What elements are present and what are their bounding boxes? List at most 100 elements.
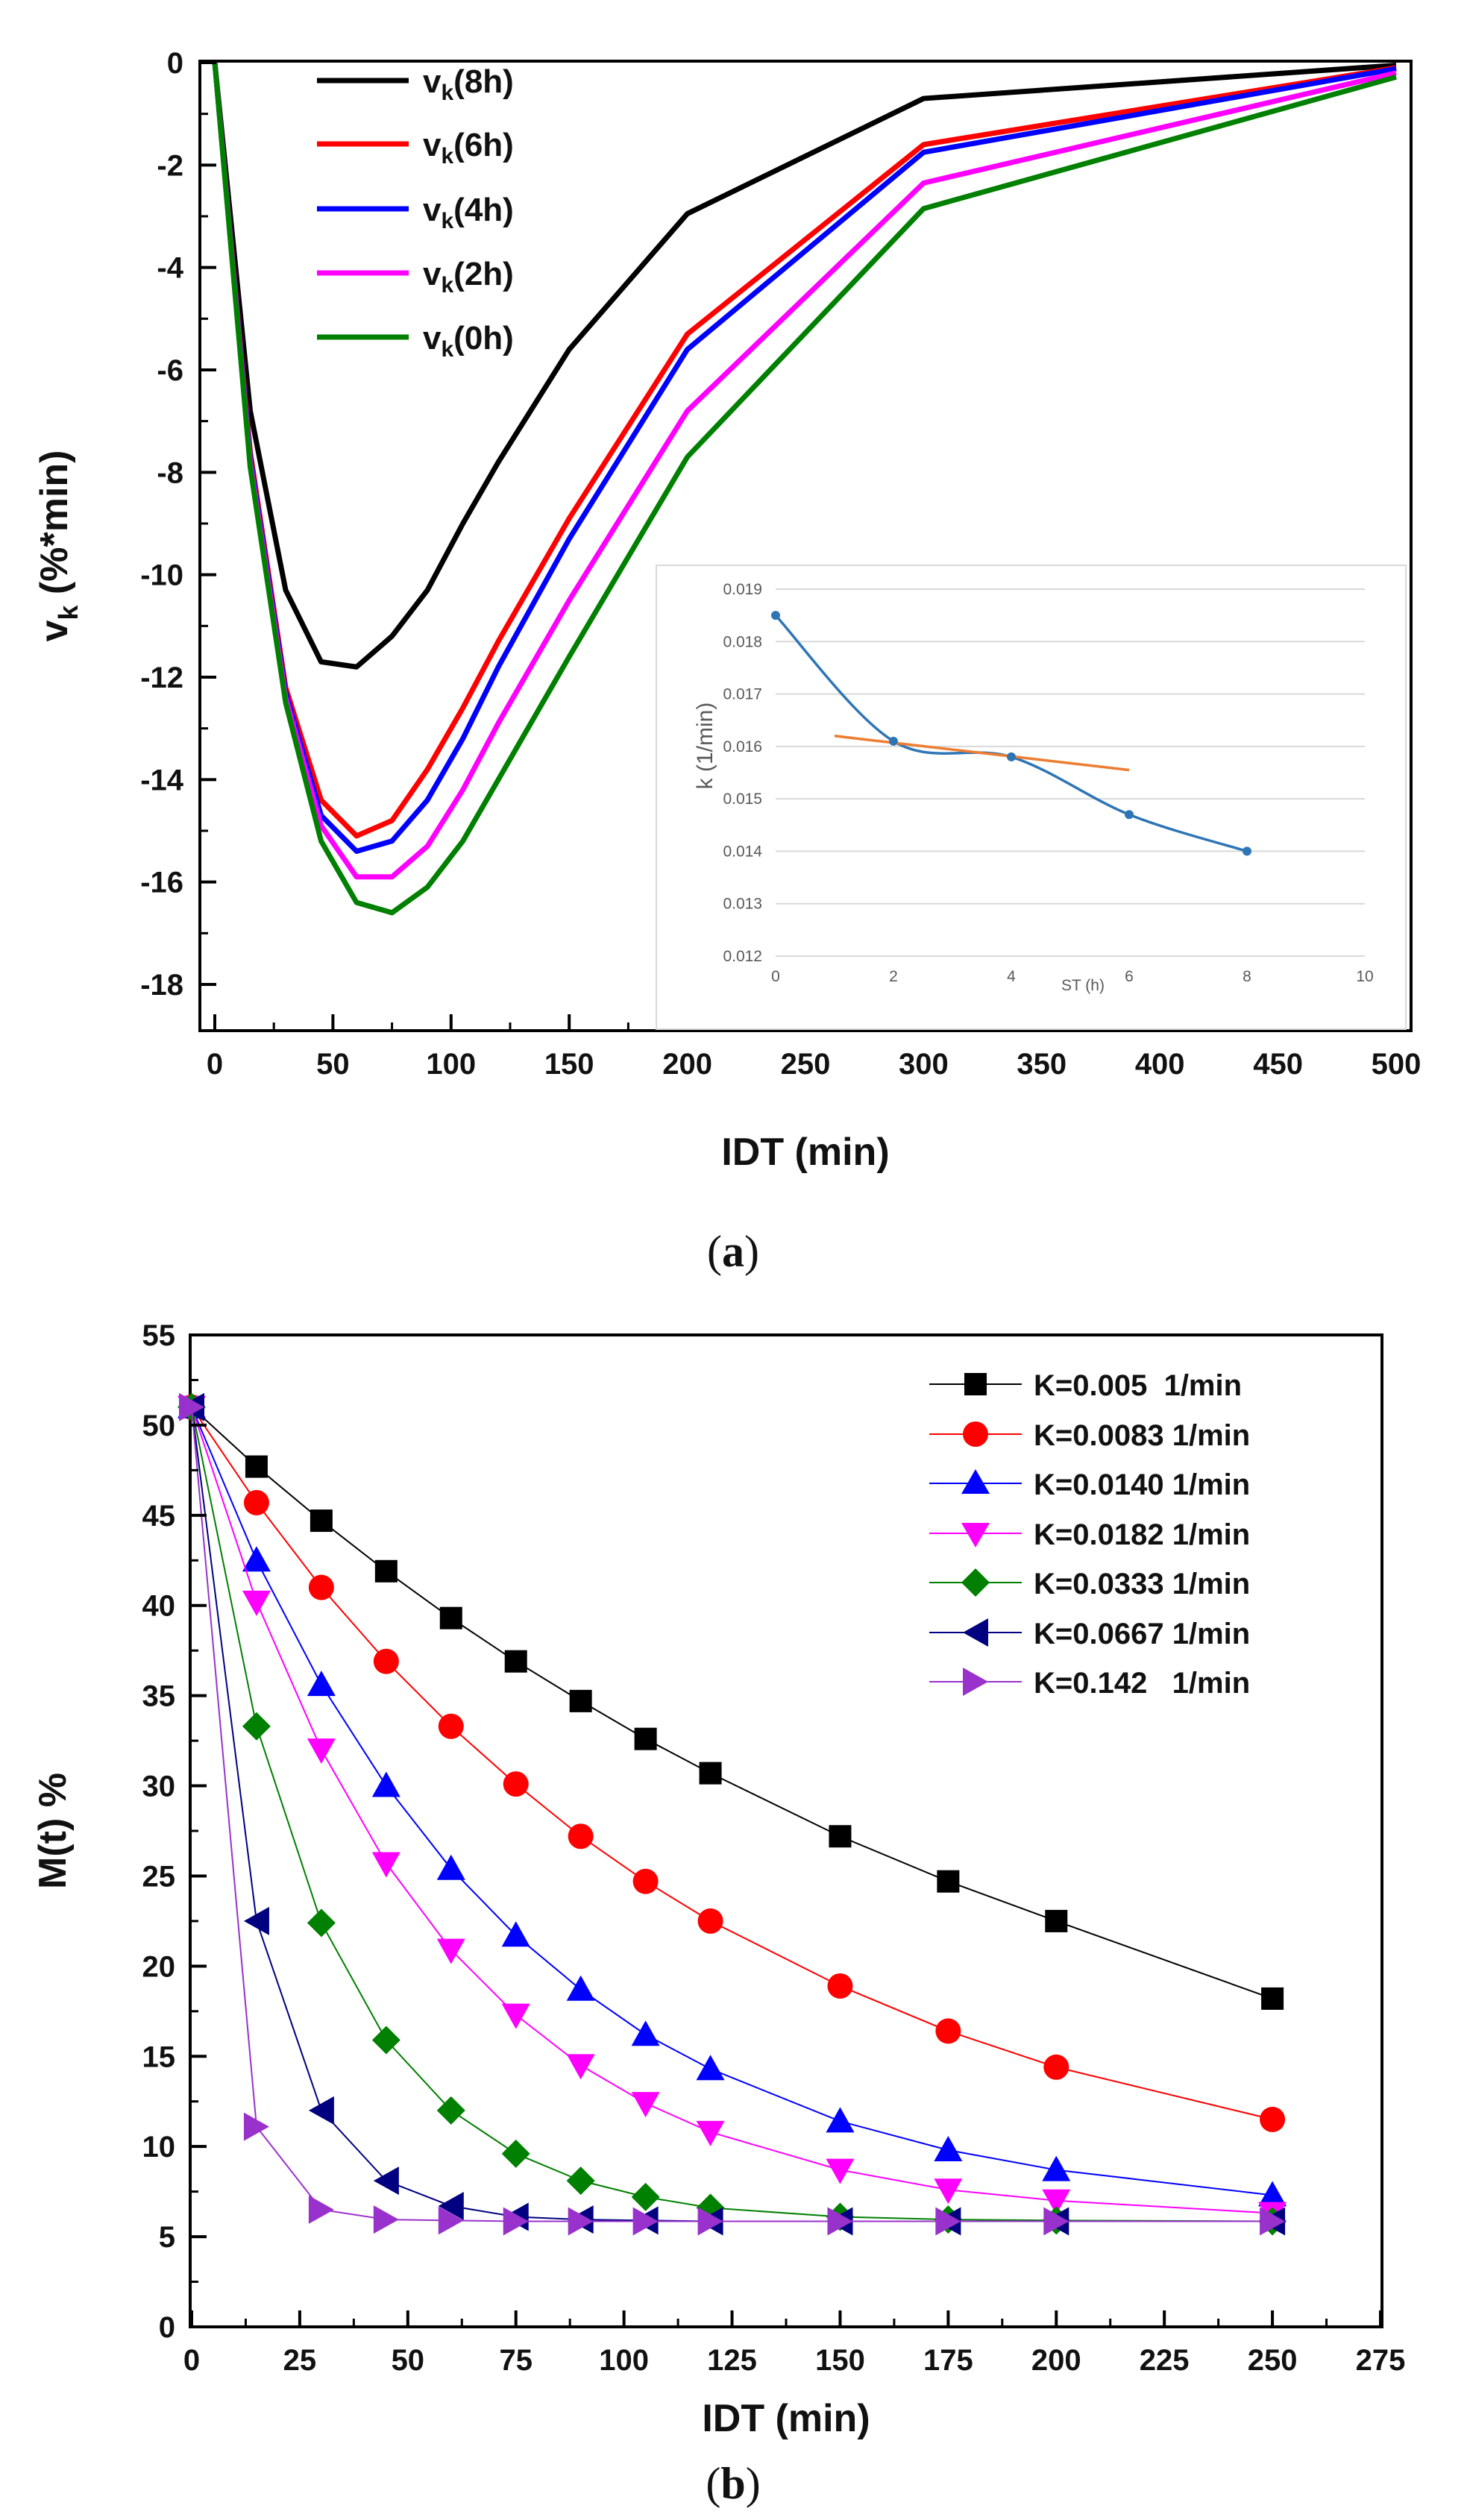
panel-a-legend: vk(8h) vk(6h) vk(4h) vk(2h) vk(0h) [317,63,514,362]
y-tick-label: -10 [140,559,183,592]
inset-y-tick-label: 0.013 [723,896,762,913]
legend-b-marker [964,1373,987,1395]
inset-data-point [1125,810,1134,820]
data-point [631,2092,660,2118]
data-point [696,2120,725,2146]
inset-data-point [889,736,898,746]
data-point [699,1762,722,1785]
data-point [503,1771,529,1797]
data-point [438,1713,464,1739]
series-group [179,1392,1286,2236]
y-tick-label: 5 [159,2221,175,2254]
data-point [504,1650,527,1673]
data-point [1261,1987,1284,2010]
data-point [243,1906,269,1935]
data-point [438,2191,464,2220]
data-point [243,2112,269,2141]
data-point [307,1671,336,1697]
x-tick-label: 100 [426,1048,476,1081]
y-tick-label: -8 [157,456,183,489]
x-tick-label: 250 [1248,2344,1298,2377]
inset-y-tick-label: 0.015 [723,791,762,808]
svg-text:K=0.0083 1/min: K=0.0083 1/min [1034,1419,1250,1452]
x-tick-label: 250 [781,1048,831,1081]
y-tick-label: 10 [142,2131,176,2164]
x-tick-label: 300 [899,1048,949,1081]
svg-text:K=0.0333 1/min: K=0.0333 1/min [1034,1568,1250,1600]
data-point [1042,2155,1071,2181]
x-tick-label: 400 [1135,1048,1185,1081]
inset-y-tick-label: 0.014 [723,843,762,860]
x-tick-label: 450 [1253,1048,1303,1081]
y-tick-label: 20 [142,1950,176,1983]
data-point [245,1455,268,1478]
data-point [373,1648,399,1674]
y-tick-label: 0 [167,47,183,80]
data-point [826,2107,855,2133]
x-tick-label: 50 [392,2344,425,2377]
data-point [436,2096,465,2125]
panel-b-legend: K=0.005 1/min K=0.0083 1/min K=0.0140 1/… [929,1369,1250,1700]
panel-b-x-axis-title: IDT (min) [702,2397,870,2440]
data-point [371,2026,400,2055]
y-tick-label: 55 [142,1319,176,1352]
x-tick-label: 0 [183,2344,200,2377]
data-point [697,1908,723,1934]
legend-b-marker [963,1618,988,1647]
inset-x-tick-label: 4 [1007,968,1016,985]
data-point [935,2207,961,2236]
data-point [1260,2207,1286,2236]
panel-b-series [178,1392,1287,2236]
inset-y-tick-label: 0.016 [723,738,762,755]
x-tick-label: 25 [283,2344,317,2377]
data-point [308,2195,334,2224]
legend-b-item: K=0.005 1/min [929,1369,1242,1402]
data-point [373,2205,399,2234]
inset-y-tick-label: 0.012 [723,948,762,965]
x-tick-label: 100 [599,2344,649,2377]
y-tick-label: -18 [140,969,183,1002]
legend-b-marker [963,1421,988,1447]
data-point [307,1908,336,1938]
inset-x-tick-label: 2 [889,968,898,985]
legend-a-item: vk(0h) [317,320,514,362]
panel-a: 0 50 100 150 200 250 300 350 400 450 5000-2-4-6-8-… [33,47,1421,1276]
inset-y-tick-label: 0.017 [723,686,762,703]
x-tick-label: 75 [499,2344,533,2377]
panel-a-label: (a) [707,1227,759,1276]
y-tick-label: -6 [157,354,183,387]
series-line [212,62,1397,916]
panel-b-label: (b) [706,2459,760,2508]
data-point [242,1590,271,1616]
data-point [179,1392,204,1421]
y-tick-label: 50 [142,1410,176,1442]
svg-text:K=0.0182 1/min: K=0.0182 1/min [1034,1518,1250,1551]
data-point [503,2207,529,2236]
x-tick-label: 200 [1031,2344,1081,2377]
inset-chart: 0.012 0.013 0.014 0.015 0.016 0.017 0.018 0.019… [656,565,1407,1030]
data-point [631,2020,660,2046]
inset-x-tick-label: 6 [1125,968,1134,985]
data-point [374,1559,398,1583]
data-point [501,1921,530,1947]
y-tick-label: 15 [142,2040,176,2073]
x-tick-label: 200 [662,1048,712,1081]
y-tick-label: -14 [140,764,184,796]
data-point [1043,2207,1069,2236]
svg-text:K=0.0140 1/min: K=0.0140 1/min [1034,1468,1250,1501]
data-point [827,2207,853,2236]
legend-a-item: vk(8h) [317,63,514,105]
svg-text:K=0.0667 1/min: K=0.0667 1/min [1034,1618,1250,1650]
data-point [307,1738,336,1765]
panel-a-y-axis-title: vk (%*min) [33,450,84,642]
legend-b-item: K=0.0140 1/min [929,1468,1250,1501]
data-point [634,1727,657,1750]
svg-text:vk(2h): vk(2h) [423,256,514,298]
y-tick-label: 30 [142,1770,176,1803]
inset-grid [776,588,1365,957]
data-point [436,1938,465,1964]
data-point [501,2139,530,2168]
data-point [243,1489,269,1515]
legend-b-marker [963,1668,988,1696]
